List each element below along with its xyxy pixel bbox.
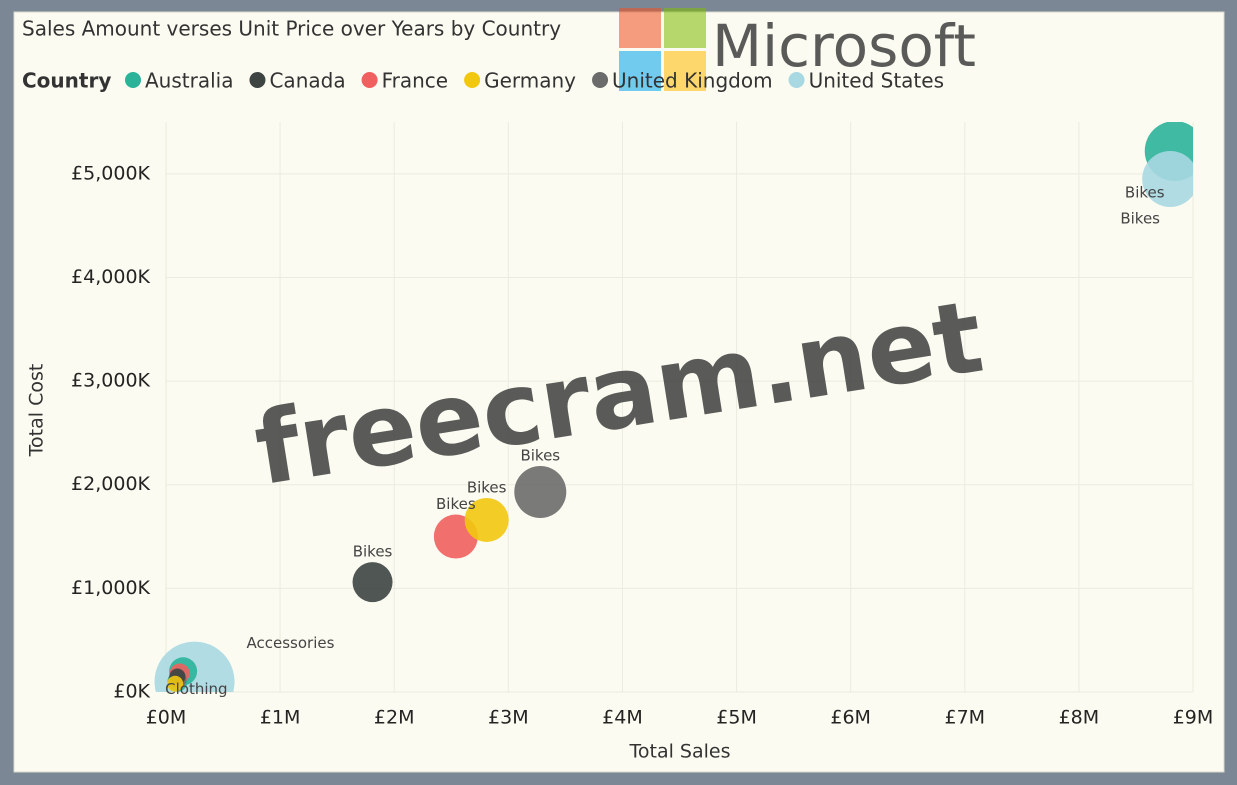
grid: £0M £1M £2M £3M £4M £5M £6M £7M £8M £9M £0K £1,000K… — [71, 122, 1213, 729]
x-tick-label: £3M — [488, 707, 529, 729]
legend-marker — [361, 72, 378, 88]
x-tick-label: £1M — [260, 707, 301, 729]
legend-marker — [788, 72, 805, 88]
y-tick-label: £2,000K — [71, 473, 150, 495]
x-tick-label: £4M — [602, 707, 643, 729]
bubble — [1142, 151, 1193, 207]
bubble — [514, 465, 567, 518]
x-tick-label: £5M — [716, 707, 757, 729]
chart-title: Sales Amount verses Unit Price over Year… — [22, 17, 561, 41]
legend-label: United States — [809, 69, 944, 93]
logo — [619, 8, 706, 91]
panel — [13, 11, 1225, 773]
data-label: Clothing — [165, 680, 227, 698]
y-tick-label: £1,000K — [71, 577, 150, 599]
y-tick-label: £5,000K — [71, 162, 150, 184]
data-labels: BikesBikesBikesBikesClothingBikesBikesAc… — [165, 184, 1165, 699]
y-tick-label: £0K — [113, 681, 150, 703]
legend-marker — [249, 72, 266, 88]
y-axis-title: Total Cost — [26, 364, 48, 458]
x-tick-label: £6M — [830, 707, 871, 729]
legend-label: Germany — [484, 69, 576, 93]
bubble — [352, 562, 393, 603]
data-label: Bikes — [1125, 184, 1165, 202]
x-axis-title: Total Sales — [629, 741, 731, 763]
legend-marker — [125, 72, 141, 88]
legend-label: France — [382, 69, 449, 93]
data-label: Accessories — [247, 634, 335, 652]
legend-marker — [464, 72, 481, 88]
legend-label: Canada — [269, 69, 345, 93]
legend-label: Australia — [145, 69, 233, 93]
data-label: Bikes — [1120, 210, 1160, 228]
data-label: Bikes — [520, 446, 560, 464]
x-tick-label: £9M — [1173, 707, 1214, 729]
x-tick-label: £0M — [146, 707, 187, 729]
legend-label: United Kingdom — [612, 69, 773, 93]
y-tick-label: £3,000K — [71, 370, 150, 392]
data-label: Bikes — [436, 495, 476, 513]
x-tick-label: £8M — [1059, 707, 1100, 729]
plot — [154, 122, 1193, 692]
data-label: Bikes — [467, 478, 507, 496]
legend-marker — [592, 72, 609, 88]
bubble — [167, 675, 184, 692]
data-label: Bikes — [353, 543, 393, 561]
legend-title: Country — [22, 69, 111, 93]
x-tick-label: £7M — [944, 707, 985, 729]
y-tick-label: £4,000K — [71, 266, 150, 288]
logo-text: Microsoft — [712, 12, 976, 80]
bubble — [464, 497, 509, 542]
x-tick-label: £2M — [374, 707, 415, 729]
